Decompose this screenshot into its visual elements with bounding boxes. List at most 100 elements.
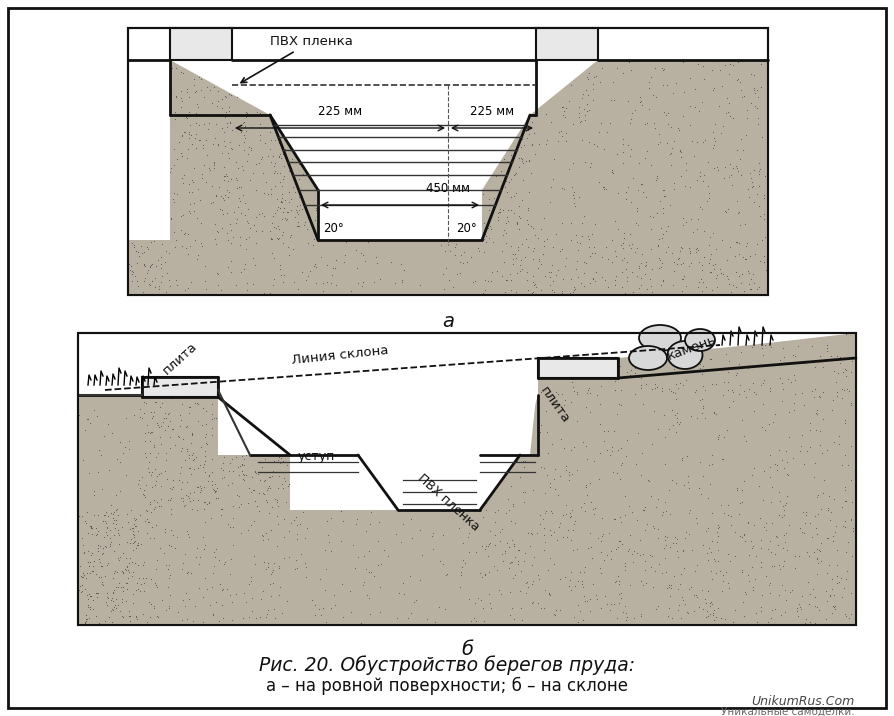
Point [207,551,222,562]
Point [530,527,544,538]
Point [298,532,312,543]
Point [495,271,510,282]
Point [212,555,226,566]
Point [564,444,578,455]
Point [830,350,844,362]
Point [205,97,219,109]
Point [692,483,706,494]
Point [509,188,523,199]
Point [608,384,622,396]
Point [173,225,188,236]
Point [133,403,148,415]
Point [266,150,280,162]
Point [797,527,811,538]
Point [513,141,527,153]
Point [412,574,426,586]
Point [154,258,168,270]
Point [207,110,221,122]
Point [291,173,306,185]
Point [795,430,809,441]
Point [453,256,468,268]
Point [763,546,778,558]
Point [483,526,497,537]
Point [692,105,706,116]
Point [307,239,321,251]
Point [634,178,648,190]
Point [757,256,772,268]
Point [731,237,746,248]
Point [191,399,206,410]
Point [232,490,246,501]
Point [188,87,202,98]
Point [647,405,662,417]
Point [672,124,687,135]
Point [719,566,733,577]
Point [789,562,803,574]
Point [275,192,290,203]
Point [826,601,840,613]
Point [107,568,122,579]
Point [261,471,275,483]
Point [600,444,614,455]
Point [111,509,125,521]
Point [658,497,672,508]
Point [254,153,268,165]
Point [224,142,239,154]
Point [745,561,759,573]
Point [210,267,224,279]
Point [483,220,497,231]
Point [752,165,766,177]
Point [182,120,197,131]
Point [780,470,795,481]
Point [194,217,208,228]
Point [240,285,255,296]
Point [841,459,856,470]
Point [705,598,720,609]
Point [679,216,693,228]
Point [420,614,434,625]
Point [261,482,275,493]
Point [187,205,201,217]
Point [695,274,709,285]
Point [137,258,151,270]
Point [634,470,648,481]
Point [208,412,223,424]
Point [768,458,782,470]
Point [435,558,450,570]
Point [619,186,633,198]
Point [682,508,696,519]
Point [202,470,216,482]
Point [704,354,718,365]
Point [141,457,156,468]
Point [476,511,490,523]
Point [521,202,536,213]
Point [187,163,201,174]
Point [609,543,623,555]
Point [755,235,769,246]
Point [317,544,332,556]
Point [682,483,696,494]
Point [266,279,280,291]
Point [665,475,679,486]
Point [827,436,841,448]
Point [750,102,764,114]
Point [167,196,181,208]
Point [844,440,858,452]
Bar [78,333,856,625]
Point [598,590,612,601]
Point [632,261,646,272]
Point [584,496,598,508]
Point [534,223,548,235]
Point [294,266,308,278]
Point [796,506,810,518]
Point [115,611,130,623]
Point [681,261,696,272]
Point [554,183,569,194]
Point [494,589,509,600]
Point [257,188,271,199]
Point [409,594,423,605]
Point [507,613,521,624]
Point [143,447,157,458]
Point [689,518,704,529]
Point [217,556,232,568]
